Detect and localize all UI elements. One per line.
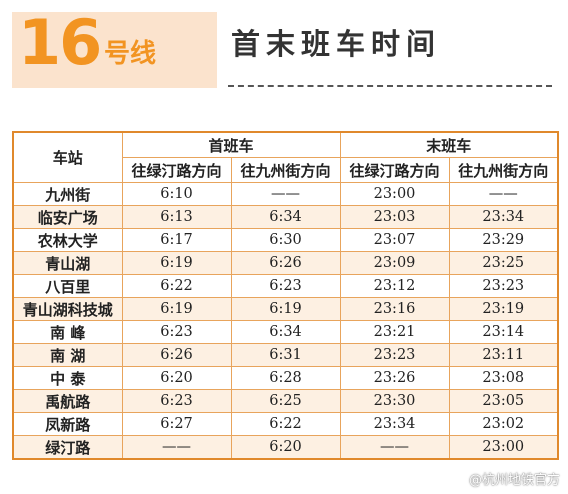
last-lvtinglu-cell: 23:07	[339, 228, 450, 252]
schedule-body: 九州街 6:10 —— 23:00 —— 临安广场 6:13 6:34 23:03 23:34 农林…	[12, 182, 559, 460]
table-row: 南 湖 6:26 6:31 23:23 23:11	[12, 343, 559, 367]
last-jiuzhoujie-cell: 23:14	[448, 320, 559, 344]
last-lvtinglu-cell: 23:00	[339, 182, 450, 206]
last-jiuzhoujie-cell: 23:11	[448, 343, 559, 367]
first-lvtinglu-cell: 6:27	[121, 412, 232, 436]
first-jiuzhoujie-cell: 6:34	[230, 320, 341, 344]
last-jiuzhoujie-cell: 23:34	[448, 205, 559, 229]
first-lvtinglu-cell: 6:23	[121, 389, 232, 413]
first-jiuzhoujie-cell: 6:34	[230, 205, 341, 229]
table-row: 凤新路 6:27 6:22 23:34 23:02	[12, 412, 559, 436]
first-lvtinglu-cell: 6:22	[121, 274, 232, 298]
table-row: 中 泰 6:20 6:28 23:26 23:08	[12, 366, 559, 390]
station-cell: 青山湖	[12, 251, 123, 275]
last-jiuzhoujie-cell: 23:08	[448, 366, 559, 390]
last-lvtinglu-cell: 23:16	[339, 297, 450, 321]
last-jiuzhoujie-cell: 23:02	[448, 412, 559, 436]
station-cell: 南 湖	[12, 343, 123, 367]
last-jiuzhoujie-cell: 23:23	[448, 274, 559, 298]
first-jiuzhoujie-cell: 6:22	[230, 412, 341, 436]
table-row: 青山湖 6:19 6:26 23:09 23:25	[12, 251, 559, 275]
station-cell: 农林大学	[12, 228, 123, 252]
last-jiuzhoujie-cell: 23:29	[448, 228, 559, 252]
table-row: 临安广场 6:13 6:34 23:03 23:34	[12, 205, 559, 229]
last-jiuzhoujie-cell: 23:00	[448, 435, 559, 460]
last-lvtinglu-cell: 23:09	[339, 251, 450, 275]
last-lvtinglu-cell: 23:03	[339, 205, 450, 229]
table-header-row: 车站 首班车 末班车	[12, 131, 559, 183]
last-jiuzhoujie-cell: 23:05	[448, 389, 559, 413]
table-row: 绿汀路 —— 6:20 —— 23:00	[12, 435, 559, 460]
first-jiuzhoujie-cell: 6:25	[230, 389, 341, 413]
station-cell: 南 峰	[12, 320, 123, 344]
first-lvtinglu-cell: 6:23	[121, 320, 232, 344]
first-direction-lvtinglu-header: 往绿汀路方向	[121, 157, 232, 183]
first-jiuzhoujie-cell: 6:26	[230, 251, 341, 275]
last-lvtinglu-cell: 23:26	[339, 366, 450, 390]
page-title: 首末班车时间	[231, 27, 442, 61]
last-lvtinglu-cell: 23:34	[339, 412, 450, 436]
first-direction-jiuzhoujie-header: 往九州街方向	[230, 157, 341, 183]
table-row: 农林大学 6:17 6:30 23:07 23:29	[12, 228, 559, 252]
station-cell: 凤新路	[12, 412, 123, 436]
line-badge-background	[12, 12, 217, 88]
first-jiuzhoujie-cell: 6:30	[230, 228, 341, 252]
title-divider	[228, 85, 552, 87]
first-lvtinglu-cell: 6:10	[121, 182, 232, 206]
first-lvtinglu-cell: ——	[121, 435, 232, 460]
last-lvtinglu-cell: 23:30	[339, 389, 450, 413]
station-cell: 九州街	[12, 182, 123, 206]
table-subheader-row: 往绿汀路方向 往九州街方向 往绿汀路方向 往九州街方向	[13, 157, 559, 183]
table-row: 禹航路 6:23 6:25 23:30 23:05	[12, 389, 559, 413]
table-row: 九州街 6:10 —— 23:00 ——	[12, 182, 559, 206]
schedule-table: 车站 首班车 末班车 往绿汀路方向 往九州街方向 往绿汀路方向 往九州街方向 九…	[12, 131, 560, 460]
first-jiuzhoujie-cell: 6:20	[230, 435, 341, 460]
station-cell: 禹航路	[12, 389, 123, 413]
last-jiuzhoujie-cell: 23:19	[448, 297, 559, 321]
watermark: @杭州地铁官方	[468, 473, 560, 488]
first-lvtinglu-cell: 6:19	[121, 297, 232, 321]
last-train-header: 末班车	[339, 131, 559, 158]
first-jiuzhoujie-cell: ——	[230, 182, 341, 206]
table-row: 青山湖科技城 6:19 6:19 23:16 23:19	[12, 297, 559, 321]
station-cell: 青山湖科技城	[12, 297, 123, 321]
first-train-header: 首班车	[121, 131, 341, 158]
first-jiuzhoujie-cell: 6:28	[230, 366, 341, 390]
last-lvtinglu-cell: ——	[339, 435, 450, 460]
station-cell: 八百里	[12, 274, 123, 298]
last-lvtinglu-cell: 23:12	[339, 274, 450, 298]
last-direction-jiuzhoujie-header: 往九州街方向	[448, 157, 559, 183]
first-jiuzhoujie-cell: 6:31	[230, 343, 341, 367]
line-suffix: 号线	[104, 39, 157, 69]
table-row: 八百里 6:22 6:23 23:12 23:23	[12, 274, 559, 298]
first-lvtinglu-cell: 6:19	[121, 251, 232, 275]
first-jiuzhoujie-cell: 6:23	[230, 274, 341, 298]
station-cell: 中 泰	[12, 366, 123, 390]
line-number: 16	[18, 6, 102, 79]
last-direction-lvtinglu-header: 往绿汀路方向	[339, 157, 450, 183]
first-lvtinglu-cell: 6:17	[121, 228, 232, 252]
last-lvtinglu-cell: 23:23	[339, 343, 450, 367]
schedule-table-container: 车站 首班车 末班车 往绿汀路方向 往九州街方向 往绿汀路方向 往九州街方向 九…	[12, 131, 560, 460]
station-column-header: 车站	[12, 131, 123, 183]
last-jiuzhoujie-cell: 23:25	[448, 251, 559, 275]
table-row: 南 峰 6:23 6:34 23:21 23:14	[12, 320, 559, 344]
last-jiuzhoujie-cell: ——	[448, 182, 559, 206]
station-cell: 绿汀路	[12, 435, 123, 460]
first-lvtinglu-cell: 6:13	[121, 205, 232, 229]
station-cell: 临安广场	[12, 205, 123, 229]
first-jiuzhoujie-cell: 6:19	[230, 297, 341, 321]
first-lvtinglu-cell: 6:26	[121, 343, 232, 367]
first-lvtinglu-cell: 6:20	[121, 366, 232, 390]
last-lvtinglu-cell: 23:21	[339, 320, 450, 344]
